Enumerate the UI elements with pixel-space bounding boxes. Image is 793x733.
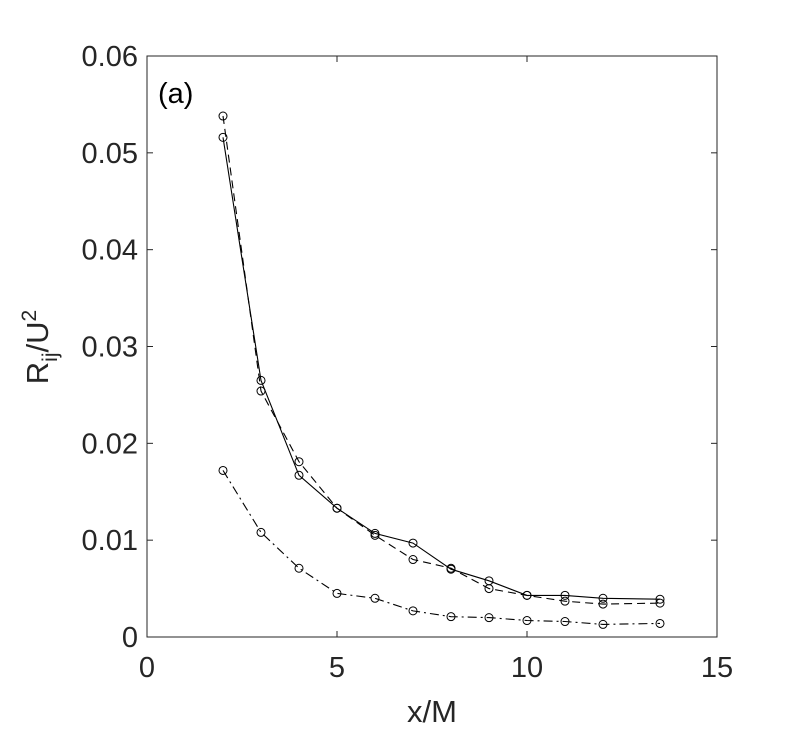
plot-area xyxy=(146,55,718,638)
y-tick-label: 0 xyxy=(122,622,138,654)
x-tick-label: 15 xyxy=(701,652,733,684)
x-axis-label: x/M xyxy=(407,694,457,729)
data-point xyxy=(598,599,608,609)
series-line xyxy=(222,115,661,605)
data-point xyxy=(218,465,228,475)
y-axis-label: Rij/U2 xyxy=(18,310,62,384)
data-point xyxy=(218,111,228,121)
data-point xyxy=(655,618,665,628)
data-point xyxy=(332,588,342,598)
data-point xyxy=(484,584,494,594)
data-point xyxy=(294,563,304,573)
series-dashdot xyxy=(218,465,665,629)
data-point xyxy=(370,593,380,603)
data-point xyxy=(446,563,456,573)
data-point xyxy=(332,503,342,513)
y-axis-label-mid: /U xyxy=(20,321,55,352)
series-line xyxy=(222,137,661,600)
data-point xyxy=(446,612,456,622)
data-point xyxy=(408,555,418,565)
data-point xyxy=(560,596,570,606)
y-tick-label: 0.02 xyxy=(82,428,138,460)
data-point xyxy=(218,132,228,142)
data-point xyxy=(522,616,532,626)
data-point xyxy=(256,375,266,385)
data-point xyxy=(294,457,304,467)
x-tick-label: 0 xyxy=(139,652,155,684)
data-point xyxy=(598,619,608,629)
y-tick-label: 0.06 xyxy=(82,41,138,73)
x-tick-label: 10 xyxy=(511,652,543,684)
y-axis-label-sup: 2 xyxy=(18,310,41,322)
y-tick-label: 0.03 xyxy=(82,332,138,364)
y-axis-label-sub: ij xyxy=(39,352,62,361)
data-point xyxy=(294,470,304,480)
data-point xyxy=(655,598,665,608)
data-point xyxy=(408,538,418,548)
panel-label: (a) xyxy=(158,78,193,110)
y-tick-label: 0.01 xyxy=(82,525,138,557)
data-point xyxy=(408,606,418,616)
data-point xyxy=(522,590,532,600)
y-tick-label: 0.05 xyxy=(82,138,138,170)
series-line xyxy=(222,470,661,625)
series-layer xyxy=(218,111,665,629)
data-point xyxy=(256,527,266,537)
axis-ticks: 0 5 10 15 0 0.01 0.02 0.03 0.04 0.05 0.06 xyxy=(82,41,734,684)
data-point xyxy=(560,590,570,600)
y-tick-label: 0.04 xyxy=(82,235,138,267)
data-point xyxy=(560,617,570,627)
data-point xyxy=(484,613,494,623)
data-point xyxy=(256,386,266,396)
data-point xyxy=(370,530,380,540)
y-axis-label-base: R xyxy=(20,362,55,384)
series-dashed xyxy=(218,111,665,609)
x-tick-label: 5 xyxy=(329,652,345,684)
data-point xyxy=(655,594,665,604)
data-point xyxy=(598,593,608,603)
